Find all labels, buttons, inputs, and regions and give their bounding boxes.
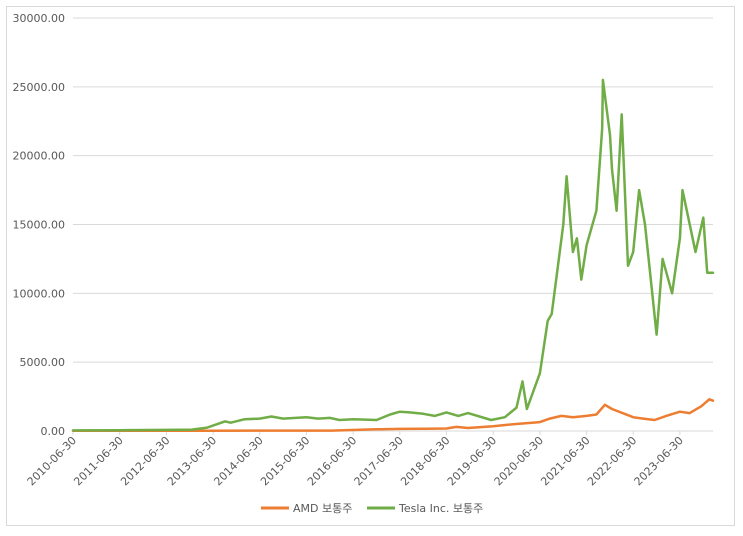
x-tick-label: 2023-06-30	[632, 434, 686, 488]
y-tick-label: 15000.00	[13, 219, 66, 232]
x-tick-label: 2010-06-30	[25, 434, 79, 488]
series-line-2	[71, 78, 715, 432]
gridlines	[73, 17, 713, 363]
x-tick-label: 2016-06-30	[305, 434, 359, 488]
x-tick-label: 2013-06-30	[165, 434, 219, 488]
series-line-1	[71, 398, 715, 432]
y-tick-label: 10000.00	[13, 287, 66, 300]
x-tick-label: 2015-06-30	[258, 434, 312, 488]
x-tick-label: 2021-06-30	[538, 434, 592, 488]
x-tick-label: 2022-06-30	[585, 434, 639, 488]
series-lines	[71, 78, 715, 432]
y-tick-label: 0.00	[41, 425, 66, 438]
axes: 0.00 5000.00 10000.00 15000.00 20000.00 25000…	[13, 12, 713, 488]
legend-label: AMD 보통주	[293, 502, 352, 515]
y-tick-label: 30000.00	[13, 12, 66, 25]
y-tick-label: 5000.00	[20, 356, 66, 369]
x-tick-label: 2011-06-30	[71, 434, 125, 488]
x-tick-label: 2014-06-30	[211, 434, 265, 488]
chart-frame: 0.00 5000.00 10000.00 15000.00 20000.00 25000…	[6, 6, 735, 526]
x-tick-label: 2020-06-30	[492, 434, 546, 488]
x-tick-label: 2019-06-30	[445, 434, 499, 488]
y-tick-label: 20000.00	[13, 150, 66, 163]
legend: AMD 보통주 Tesla Inc. 보통주	[261, 502, 483, 515]
line-chart: 0.00 5000.00 10000.00 15000.00 20000.00 25000…	[13, 12, 715, 515]
y-tick-label: 25000.00	[13, 81, 66, 94]
x-tick-label: 2017-06-30	[352, 434, 406, 488]
x-tick-label: 2012-06-30	[118, 434, 172, 488]
legend-label: Tesla Inc. 보통주	[398, 502, 483, 515]
x-tick-label: 2018-06-30	[398, 434, 452, 488]
